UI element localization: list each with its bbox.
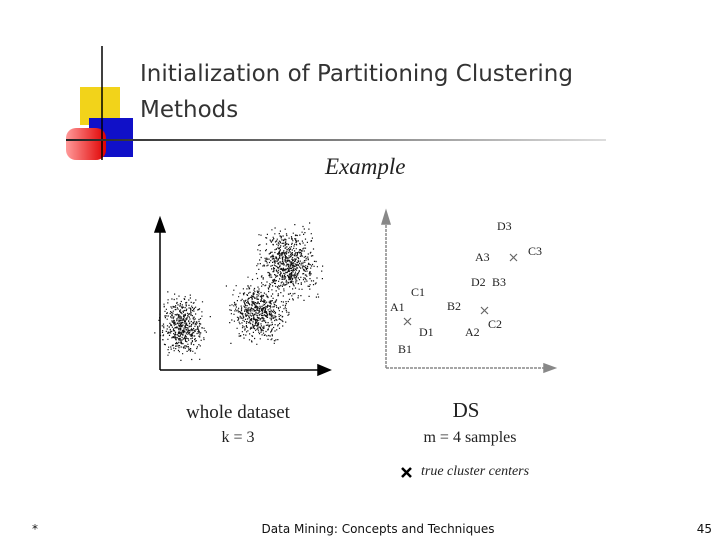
point-label: B2 bbox=[447, 299, 461, 313]
point-label: A1 bbox=[390, 300, 405, 314]
point-label: C2 bbox=[488, 317, 502, 331]
right-caption: DS bbox=[453, 398, 480, 422]
footer-center: Data Mining: Concepts and Techniques bbox=[262, 522, 495, 536]
example-heading: Example bbox=[324, 154, 405, 179]
point-cloud bbox=[154, 222, 324, 361]
point-label: D3 bbox=[497, 219, 512, 233]
right-param: m = 4 samples bbox=[423, 429, 516, 446]
point-label: B1 bbox=[398, 342, 412, 356]
scatter-illustration bbox=[154, 222, 324, 361]
legend-label: true cluster centers bbox=[421, 464, 530, 479]
point-label: C3 bbox=[528, 244, 542, 258]
point-label: B3 bbox=[492, 275, 506, 289]
center-markers bbox=[403, 253, 518, 326]
left-caption: whole dataset bbox=[186, 402, 291, 423]
point-label: A2 bbox=[465, 325, 480, 339]
left-param: k = 3 bbox=[221, 429, 254, 446]
right-axes bbox=[380, 208, 558, 374]
footer-left: * bbox=[32, 522, 38, 536]
point-label: D1 bbox=[419, 325, 434, 339]
title-line: Initialization of Partitioning Clusterin… bbox=[140, 61, 573, 87]
point-label: C1 bbox=[411, 285, 425, 299]
title-line: Methods bbox=[140, 97, 238, 123]
point-label: A3 bbox=[475, 250, 490, 264]
point-label: D2 bbox=[471, 275, 486, 289]
logo bbox=[66, 46, 133, 160]
legend-marker bbox=[401, 467, 412, 478]
title-rule bbox=[66, 139, 606, 141]
footer-right: 45 bbox=[697, 522, 712, 536]
left-axes bbox=[153, 215, 332, 377]
